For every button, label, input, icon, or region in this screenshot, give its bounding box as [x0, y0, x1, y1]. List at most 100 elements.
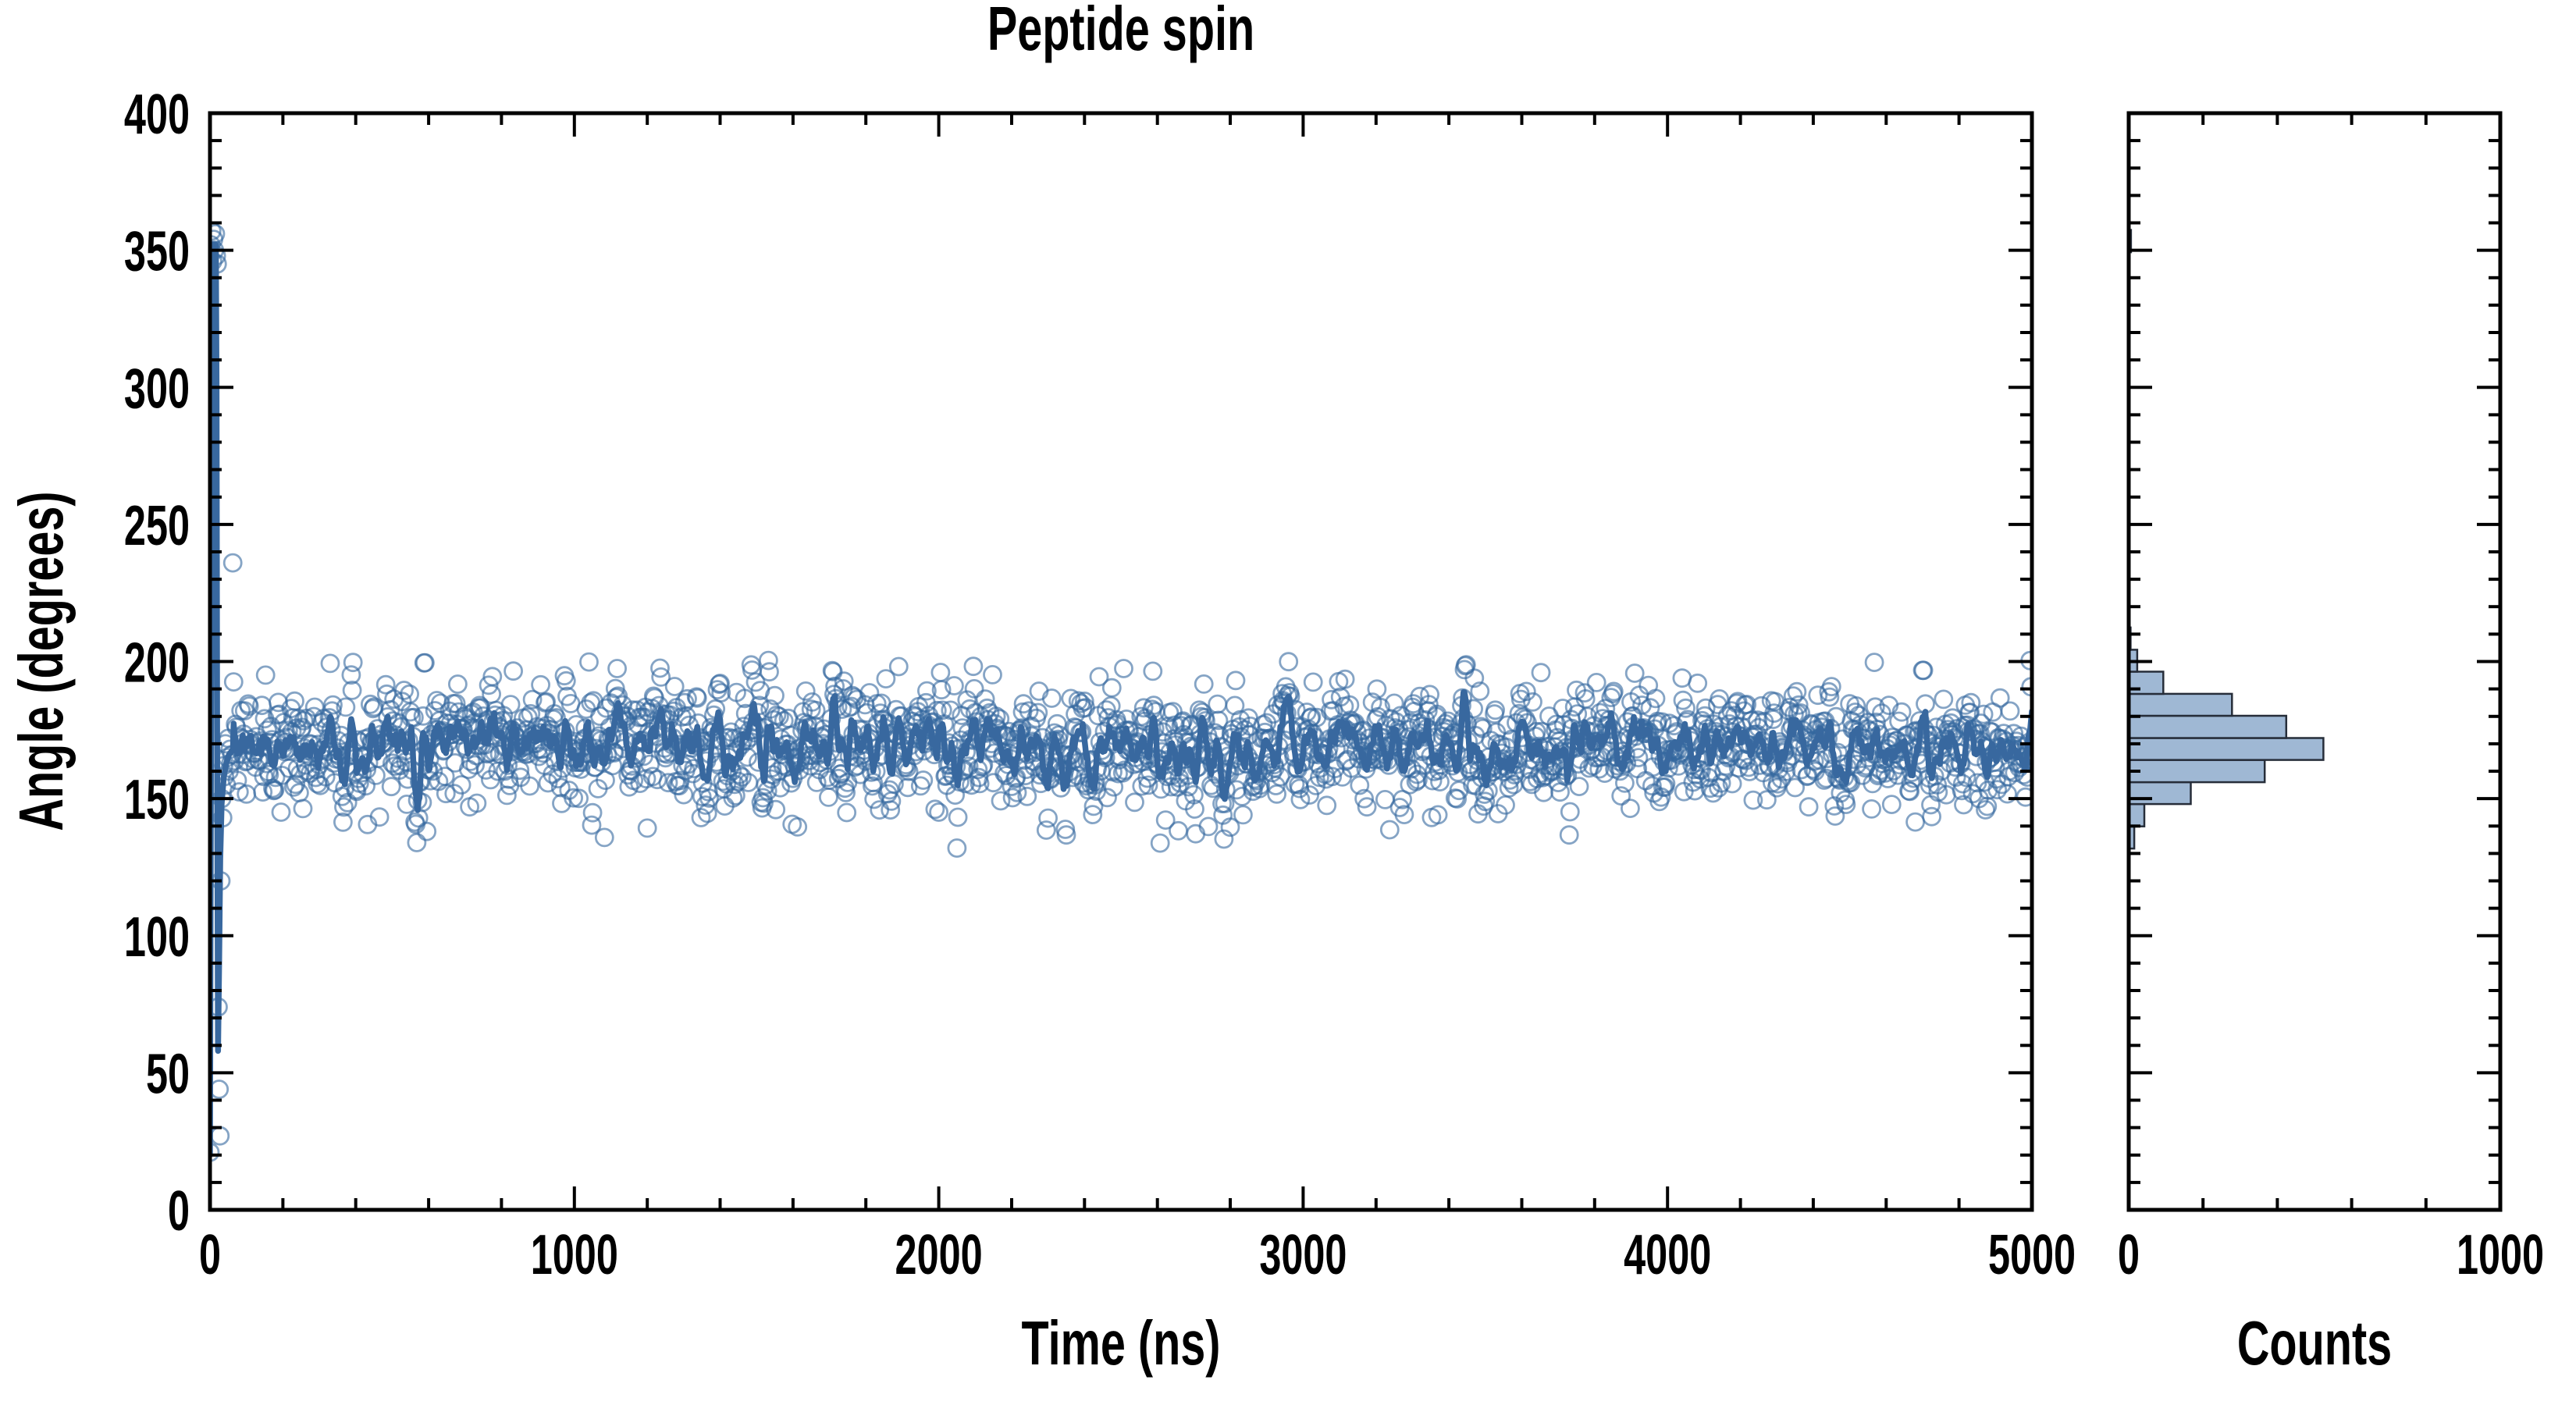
scatter-point	[1516, 681, 1536, 702]
scatter-point	[417, 821, 437, 841]
chart-title: Peptide spin	[987, 0, 1254, 63]
x-tick-label: 0	[199, 1224, 221, 1286]
scatter-point	[1155, 810, 1176, 830]
scatter-point	[467, 793, 487, 813]
x-tick-label: 5000	[1988, 1224, 2076, 1286]
scatter-point	[465, 755, 485, 775]
scatter-point	[1340, 695, 1360, 715]
scatter-point	[272, 766, 292, 785]
scatter-point	[1235, 720, 1255, 740]
scatter-point	[1357, 797, 1377, 817]
scatter-point	[711, 683, 731, 702]
scatter-point	[381, 777, 401, 797]
scatter-point	[941, 700, 961, 720]
scatter-point	[375, 674, 396, 695]
scatter-point	[436, 784, 456, 804]
scatter-point	[1420, 685, 1439, 705]
scatter-point	[1184, 784, 1204, 805]
axes-frames	[208, 111, 2503, 1212]
scatter-point	[710, 674, 730, 693]
scatter-point	[983, 665, 1002, 685]
scatter-point	[253, 782, 273, 802]
scatter-point	[724, 774, 745, 795]
scatter-point	[1208, 694, 1228, 714]
scatter-point	[1922, 806, 1942, 827]
scatter-point	[823, 662, 843, 681]
scatter-point	[342, 681, 362, 700]
x-axis-label: Time (ns)	[1022, 1308, 1221, 1378]
scatter-point	[500, 695, 521, 714]
scatter-point	[836, 783, 856, 802]
scatter-point	[1611, 786, 1631, 806]
scatter-point	[448, 674, 468, 694]
scatter-point	[556, 670, 576, 691]
scatter-point	[834, 671, 854, 691]
histogram-bar	[2129, 692, 2233, 717]
scatter-point	[522, 689, 543, 710]
scatter-point	[650, 658, 670, 678]
scatter-point	[1101, 678, 1122, 698]
scatter-point	[1881, 795, 1902, 814]
scatter-point	[726, 785, 745, 806]
histogram-bar	[2129, 802, 2146, 827]
scatter-point	[451, 775, 471, 795]
counts-tick-label: 1000	[2457, 1224, 2544, 1286]
scatter-point	[1523, 692, 1542, 712]
scatter-point	[1821, 677, 1841, 696]
scatter-point	[1624, 663, 1645, 683]
scatter-point	[1354, 788, 1374, 809]
scatter-point	[1083, 796, 1104, 816]
scatter-point	[1620, 799, 1640, 818]
scatter-point	[1226, 670, 1246, 691]
x-tick-label: 4000	[1624, 1224, 1711, 1286]
scatter-point	[802, 692, 822, 712]
scatter-point	[932, 700, 952, 720]
scatter-point	[531, 674, 550, 695]
scatter-point	[2000, 701, 2020, 721]
scatter-point	[964, 679, 984, 699]
scatter-point	[1143, 661, 1163, 681]
scatter-point	[1133, 698, 1154, 718]
scatter-point	[759, 650, 778, 670]
scatter-point	[594, 827, 614, 848]
scatter-point	[1603, 681, 1624, 702]
scatter-point	[1017, 786, 1037, 806]
scatter-point	[658, 773, 678, 793]
scatter-point	[579, 652, 599, 672]
scatter-point	[917, 681, 937, 701]
scatter-point	[699, 788, 719, 808]
scatter-point	[817, 767, 838, 788]
scatter-point	[1447, 789, 1467, 809]
scatter-point	[394, 681, 414, 700]
scatter-point	[479, 675, 499, 695]
scatter-point	[336, 697, 356, 717]
scatter-point	[880, 780, 899, 800]
scatter-point	[1089, 667, 1109, 687]
scatter-point	[1233, 805, 1253, 825]
scatter-points	[210, 221, 2032, 1162]
scatter-point	[1367, 679, 1387, 699]
scatter-point	[1317, 795, 1337, 816]
scatter-point	[1232, 787, 1252, 806]
scatter-point	[1029, 681, 1049, 701]
scatter-point	[945, 676, 964, 695]
scatter-point	[637, 818, 657, 838]
scatter-point	[564, 788, 583, 808]
scatter-point	[1567, 704, 1588, 724]
scatter-point	[766, 799, 786, 820]
scatter-point	[1168, 777, 1187, 797]
scatter-point	[323, 695, 343, 715]
scatter-point	[210, 1142, 220, 1162]
scatter-point	[975, 689, 995, 709]
scatter-point	[770, 777, 790, 798]
scatter-point	[1083, 805, 1103, 824]
scatter-point	[888, 656, 909, 677]
scatter-point	[1036, 820, 1056, 840]
scatter-point	[806, 773, 827, 792]
scatter-point	[678, 688, 697, 709]
scatter-point	[963, 656, 984, 677]
histogram-bar	[2129, 759, 2266, 784]
